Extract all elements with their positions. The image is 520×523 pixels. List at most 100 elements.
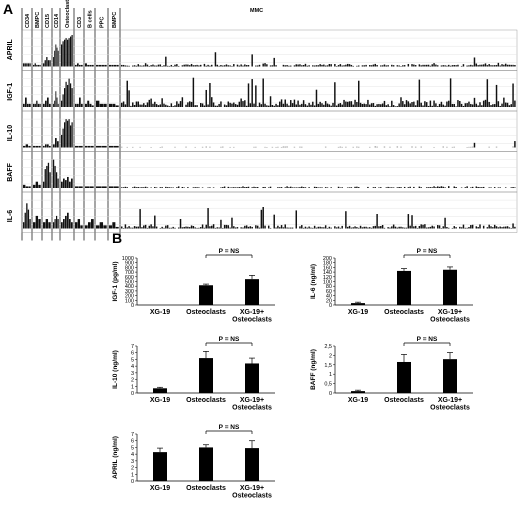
profile-bar-mmc [510, 104, 512, 107]
profile-bar-mmc [449, 78, 452, 107]
profile-bar-mmc [216, 64, 219, 67]
profile-bar-mmc [514, 187, 516, 188]
profile-bar-mmc [188, 101, 191, 107]
profile-bar-mmc [495, 226, 498, 229]
profile-bar-mmc [256, 106, 259, 107]
profile-bar-mmc [407, 214, 410, 229]
profile-bar-mmc [222, 227, 224, 229]
profile-bar-mmc [176, 101, 178, 107]
profile-bar-mmc [280, 187, 283, 188]
profile-bar-mmc [155, 104, 158, 107]
profile-bar-mmc [247, 65, 250, 67]
profile-bar-mmc [291, 227, 294, 229]
profile-bar-mmc [220, 101, 222, 107]
profile-bar-mmc [346, 226, 349, 229]
profile-bar-mmc [310, 227, 312, 229]
profile-bar-mmc [157, 105, 160, 107]
profile-bar [45, 100, 47, 107]
profile-bar [101, 64, 104, 67]
profile-bar-mmc [372, 64, 375, 67]
profile-bar-mmc [233, 226, 235, 229]
profile-bar-mmc [479, 187, 481, 188]
bar-chart-baff-ng-ml: 0 0,5 1 1,5 2 2,5 BAFF (ng/ml) XG-19 Osteoclasts… [310, 336, 473, 412]
y-tick-label: 1 [329, 372, 332, 378]
profile-bar-mmc [372, 187, 375, 188]
profile-bar-mmc [273, 105, 275, 107]
profile-bar-mmc [453, 186, 456, 188]
profile-bar-mmc [438, 225, 441, 229]
profile-bar-mmc [324, 225, 327, 229]
profile-bar-mmc [470, 64, 472, 67]
profile-bar [71, 178, 73, 188]
profile-bar-mmc [321, 187, 323, 188]
y-tick-label: 120 [323, 275, 332, 281]
profile-bar-mmc [468, 101, 470, 107]
y-tick-label: 7 [131, 344, 134, 350]
profile-bar-mmc [420, 224, 422, 229]
profile-bar-mmc [486, 79, 489, 107]
profile-bar-mmc [225, 224, 228, 229]
profile-bar-mmc [220, 187, 222, 188]
profile-bar-mmc [306, 105, 309, 107]
profile-bar-mmc [218, 65, 220, 67]
profile-bar [35, 145, 39, 148]
column-label-b-cells: B cells [88, 10, 94, 28]
y-tick-label: 180 [323, 261, 332, 267]
profile-bar-mmc [201, 187, 204, 188]
profile-bar-mmc [126, 187, 128, 188]
profile-bar-mmc [462, 64, 465, 67]
profile-bar-mmc [337, 65, 340, 67]
profile-bar-mmc [361, 103, 364, 107]
category-label: Osteoclasts [232, 405, 272, 412]
profile-bar-mmc [168, 106, 171, 107]
profile-bar-mmc [499, 187, 501, 188]
profile-bar [36, 64, 38, 67]
profile-bar-mmc [387, 186, 389, 188]
profile-bar [57, 50, 59, 67]
profile-bar-mmc [231, 217, 233, 229]
profile-bar [68, 78, 70, 107]
profile-bar-mmc [319, 187, 321, 188]
profile-bar-mmc [481, 187, 483, 188]
profile-bar-mmc [255, 85, 257, 107]
profile-bar-mmc [335, 105, 338, 107]
profile-bar-mmc [269, 227, 272, 229]
profile-bar-mmc [425, 227, 428, 229]
profile-bar-mmc [301, 65, 303, 67]
profile-bar-mmc [457, 100, 459, 107]
profile-bar-mmc [499, 105, 501, 107]
bar [245, 363, 259, 393]
y-axis-label: BAFF (ng/ml) [310, 349, 317, 390]
profile-bar-mmc [154, 65, 156, 67]
profile-bar [109, 64, 112, 67]
profile-bar-mmc [207, 208, 209, 229]
profile-bar-mmc [121, 187, 123, 188]
profile-bar-mmc [339, 103, 342, 107]
profile-bar-mmc [201, 103, 204, 107]
profile-bar-mmc [194, 227, 196, 229]
profile-bar-mmc [251, 187, 253, 188]
profile-bar-mmc [482, 225, 485, 229]
profile-bar-mmc [337, 226, 340, 229]
profile-bar-mmc [264, 103, 266, 107]
profile-bar-mmc [391, 64, 393, 67]
profile-bar [54, 100, 56, 107]
profile-bar-mmc [400, 97, 402, 107]
profile-bar-mmc [429, 187, 432, 188]
profile-bar-mmc [429, 100, 432, 107]
profile-bar [101, 145, 107, 148]
profile-bar-mmc [457, 64, 459, 67]
profile-bar-mmc [269, 186, 272, 188]
profile-bar-mmc [420, 146, 422, 148]
profile-bar-mmc [503, 226, 505, 229]
y-tick-label: 80 [326, 284, 332, 290]
profile-bar-mmc [350, 187, 353, 188]
y-tick-label: 40 [326, 294, 332, 300]
profile-bar-mmc [488, 187, 490, 188]
profile-bar-mmc [374, 63, 377, 67]
y-tick-label: 200 [125, 294, 134, 300]
profile-bar-mmc [356, 227, 358, 229]
profile-bar-mmc [262, 207, 264, 229]
profile-bar-mmc [247, 83, 250, 107]
profile-bar-mmc [376, 65, 378, 67]
